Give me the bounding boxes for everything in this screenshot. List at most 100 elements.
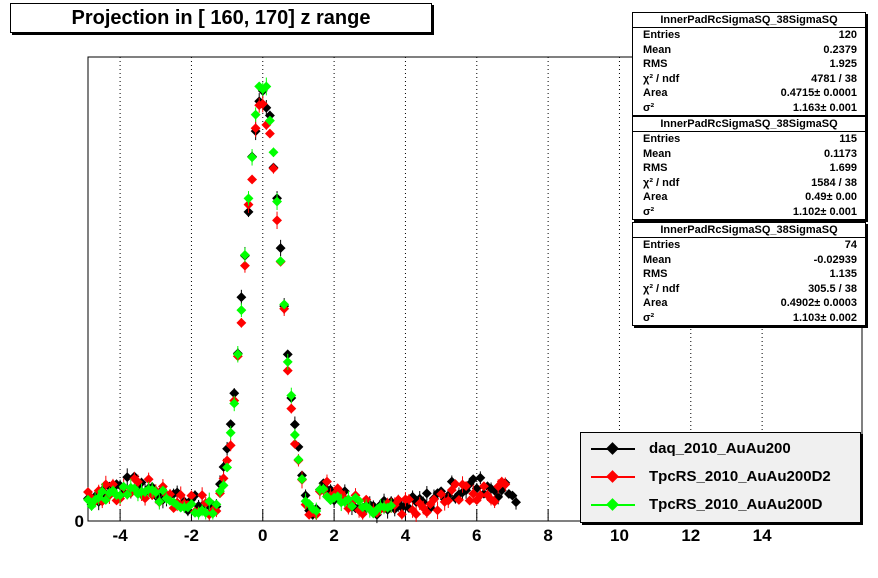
stats-label: RMS [643,268,668,280]
data-point [272,196,282,207]
data-point [464,495,475,506]
stats-box-title: InnerPadRcSigmaSQ_38SigmaSQ [633,117,865,132]
legend-marker-icon [606,470,619,483]
x-tick-label: -4 [113,526,129,545]
stats-value: 1.135 [829,268,857,280]
data-point [225,440,236,451]
stats-label: RMS [643,58,668,70]
chart-title-box: Projection in [ 160, 170] z range [10,3,432,33]
data-point [157,485,168,496]
data-point [421,488,432,499]
stats-box-title: InnerPadRcSigmaSQ_38SigmaSQ [633,223,865,238]
stats-value: 1.103± 0.002 [792,311,857,324]
stats-row: σ² 1.103± 0.002 [633,311,865,326]
data-point [186,490,197,501]
stats-row: Area 0.4902± 0.0003 [633,296,865,311]
data-point [343,494,354,505]
stats-value: 0.2379 [823,43,857,56]
x-tick-label: 0 [258,526,267,545]
stats-label: χ² / ndf [643,72,680,85]
data-point [279,299,290,310]
stats-box-tpcrs-d: InnerPadRcSigmaSQ_38SigmaSQ Entries 74 Mean… [632,222,866,326]
stats-label: χ² / ndf [643,282,680,295]
x-tick-label: 14 [753,526,772,545]
data-point [453,494,464,505]
data-point [247,152,258,163]
stats-value: 0.4902± 0.0003 [780,297,857,309]
x-tick-label: 6 [472,526,481,545]
stats-value: -0.02939 [813,253,857,266]
stats-value: 305.5 / 38 [808,282,857,295]
data-point [393,494,404,505]
stats-row: RMS 1.135 [633,267,865,282]
legend-marker-icon [606,498,619,511]
data-point [225,419,236,430]
data-point [429,494,439,505]
stats-label: Area [643,87,668,99]
legend-entry: daq_2010_AuAu200 [581,435,860,463]
data-point [250,109,261,120]
x-tick-label: 10 [610,526,629,545]
data-point [275,243,286,254]
stats-label: Mean [643,147,672,160]
stats-box-tpcrs-d2: InnerPadRcSigmaSQ_38SigmaSQ Entries 115 Mea… [632,116,866,220]
data-point [475,490,486,501]
stats-row: Entries 115 [633,132,865,147]
data-point [354,495,365,506]
data-point [421,507,432,518]
stats-row: Area 0.49± 0.00 [633,190,865,205]
data-point [236,305,247,316]
data-point [286,403,297,414]
stats-value: 0.4715± 0.0001 [780,87,857,99]
data-point [443,495,454,506]
data-point [468,474,479,485]
stats-label: Area [643,191,668,203]
stats-value: 1.163± 0.001 [792,101,857,114]
data-point [386,500,397,511]
data-point [239,260,250,271]
legend-label: TpcRS_2010_AuAu200D [649,496,823,513]
stats-label: σ² [643,205,655,218]
data-point [243,193,254,204]
legend-entry: TpcRS_2010_AuAu200D [581,491,860,519]
data-point [140,493,151,504]
data-point [204,496,215,507]
legend-entry: TpcRS_2010_AuAu200D2 [581,463,860,491]
data-point [404,494,414,505]
data-point [268,163,279,174]
stats-label: χ² / ndf [643,176,680,189]
data-point [143,474,154,485]
stats-box-title: InnerPadRcSigmaSQ_38SigmaSQ [633,13,865,28]
legend: daq_2010_AuAu200 TpcRS_2010_AuAu200D2 TpcR… [580,432,861,523]
stats-row: χ² / ndf 305.5 / 38 [633,282,865,297]
data-point [468,488,479,499]
stats-row: χ² / ndf 4781 / 38 [633,72,865,87]
stats-row: Entries 120 [633,28,865,43]
data-point [236,317,247,328]
data-point [272,215,282,226]
data-point [268,147,279,158]
legend-label: TpcRS_2010_AuAu200D2 [649,468,831,485]
stats-label: σ² [643,311,655,324]
legend-label: daq_2010_AuAu200 [649,440,791,457]
x-tick-label: 8 [543,526,552,545]
data-point [264,128,275,139]
stats-label: Mean [643,43,672,56]
data-point [450,479,461,490]
data-point [175,490,186,500]
data-point [511,497,521,508]
stats-row: χ² / ndf 1584 / 38 [633,176,865,191]
data-point [229,388,240,399]
stats-value: 1.102± 0.001 [792,205,857,218]
data-point [218,480,229,491]
stats-value: 1.699 [829,162,857,174]
data-point [489,496,500,507]
stats-value: 115 [839,133,857,145]
data-point [289,439,300,449]
stats-label: Area [643,297,668,309]
stats-row: Mean 0.2379 [633,43,865,58]
data-point [478,481,489,492]
data-point [289,419,300,430]
data-point [311,506,322,516]
